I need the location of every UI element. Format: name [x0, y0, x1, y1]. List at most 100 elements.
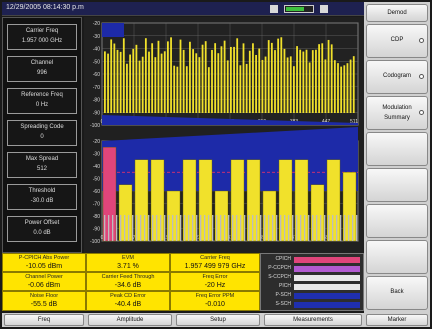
menu-marker[interactable]: Marker [366, 314, 428, 326]
noise-bar [136, 215, 138, 241]
zoom-indicator [102, 127, 358, 141]
code-bar [289, 56, 292, 113]
noise-bar [112, 215, 114, 241]
measurement-value: -20 Hz [204, 282, 226, 289]
softkey-blank-3[interactable] [366, 204, 428, 238]
noise-bar [236, 215, 238, 241]
sidebar-item-power-offset[interactable]: Power Offset 0.0 dB [7, 216, 77, 242]
code-bar [170, 37, 172, 114]
code-bar [327, 39, 330, 113]
noise-bar [256, 215, 258, 241]
code-bar [302, 51, 305, 113]
code-bar [248, 50, 251, 113]
noise-bar [148, 215, 150, 241]
sidebar-item-channel[interactable]: Channel 996 [7, 56, 77, 82]
code-bar [349, 59, 352, 113]
noise-bar [224, 215, 226, 241]
sidebar-item-threshold[interactable]: Threshold -30.0 dB [7, 184, 77, 210]
code-bar [179, 39, 182, 113]
sidebar-item-carrier-freq[interactable]: Carrier Freq 1.957 000 GHz [7, 24, 77, 50]
measurement-label: EVM [122, 255, 134, 261]
noise-bar [244, 215, 246, 241]
softkey-modulation-summary[interactable]: Modulation Summary [366, 96, 428, 130]
noise-bar [240, 215, 242, 241]
softkey-blank-1[interactable] [366, 132, 428, 166]
code-bar [207, 67, 210, 113]
noise-bar [192, 215, 194, 241]
noise-bar [332, 215, 334, 241]
battery-icon [284, 5, 314, 13]
softkey-back[interactable]: Back [366, 276, 428, 310]
sidebar-item-label: Power Offset [24, 220, 60, 226]
battery-level [286, 7, 304, 11]
legend-name: S-CCPCH [268, 274, 291, 280]
code-bar [267, 40, 270, 113]
noise-bar [128, 215, 130, 241]
sidebar-item-max-spread[interactable]: Max Spread 512 [7, 152, 77, 178]
softkey-cdp[interactable]: CDP [366, 24, 428, 58]
code-bar [104, 51, 106, 113]
sidebar-item-label: Spreading Code [20, 124, 64, 130]
menu-freq[interactable]: Freq [4, 314, 84, 326]
softkey-label: Codogram [382, 73, 411, 79]
y-tick-label: -90 [93, 110, 100, 116]
code-bar [126, 63, 128, 113]
legend-name: P-SCH [275, 292, 291, 298]
code-bar [192, 49, 194, 113]
code-bar [182, 49, 185, 113]
noise-bar [252, 215, 254, 241]
noise-bar [212, 215, 214, 241]
y-tick-label: -60 [93, 72, 100, 78]
code-bar [343, 65, 346, 113]
noise-bar [168, 215, 170, 241]
legend-row: CPICH [263, 256, 363, 264]
softkey-blank-2[interactable] [366, 168, 428, 202]
noise-bar [320, 215, 322, 241]
radio-icon [419, 110, 424, 115]
code-bar [261, 59, 264, 113]
noise-bar [184, 215, 186, 241]
legend-row: P-SCH [263, 292, 363, 300]
menu-setup[interactable]: Setup [176, 314, 260, 326]
measurement-cell: Channel Power -0.06 dBm [2, 272, 86, 291]
legend-name: S-SCH [275, 301, 291, 307]
code-bar [214, 43, 217, 113]
sidebar-item-label: Threshold [28, 188, 56, 194]
power-icon [320, 5, 328, 13]
legend-bar [294, 275, 360, 281]
menu-amplitude[interactable]: Amplitude [88, 314, 172, 326]
legend-name: CPICH [275, 256, 291, 262]
measurement-cell: Freq Error PPM -0.010 [170, 291, 260, 311]
noise-bar [116, 215, 118, 241]
code-bar [176, 66, 179, 113]
noise-bar [124, 215, 126, 241]
y-tick-label: -20 [93, 139, 100, 145]
sidebar-item-reference-freq[interactable]: Reference Freq 0 Hz [7, 88, 77, 114]
measurement-label: Channel Power [25, 274, 63, 280]
softkey-codogram[interactable]: Codogram [366, 60, 428, 94]
sidebar-item-value: 512 [36, 166, 47, 172]
measurement-value: -55.5 dB [30, 301, 58, 308]
sidebar-item-value: -30.0 dB [30, 198, 54, 204]
sidebar-item-spreading-code[interactable]: Spreading Code 0 [7, 120, 77, 146]
noise-bar [296, 215, 298, 241]
noise-bar [108, 215, 110, 241]
header-band [102, 23, 124, 37]
code-bar [129, 54, 131, 113]
softkey-blank-4[interactable] [366, 240, 428, 274]
legend-row: S-CCPCH [263, 274, 363, 282]
noise-bar [160, 215, 162, 241]
sidebar-item-value: 0.0 dB [33, 230, 51, 236]
code-bar [113, 43, 116, 113]
code-bar [242, 43, 245, 113]
menu-measurements[interactable]: Measurements [264, 314, 362, 326]
code-bar [239, 65, 242, 113]
code-bar [352, 56, 355, 113]
x-tick-label: 7 [133, 235, 136, 241]
noise-bar [348, 215, 350, 241]
menu-label: Freq [37, 317, 51, 323]
legend-row: S-SCH [263, 301, 363, 309]
noise-bar [328, 215, 330, 241]
sidebar-item-label: Channel [30, 60, 54, 66]
code-bar [305, 49, 308, 113]
